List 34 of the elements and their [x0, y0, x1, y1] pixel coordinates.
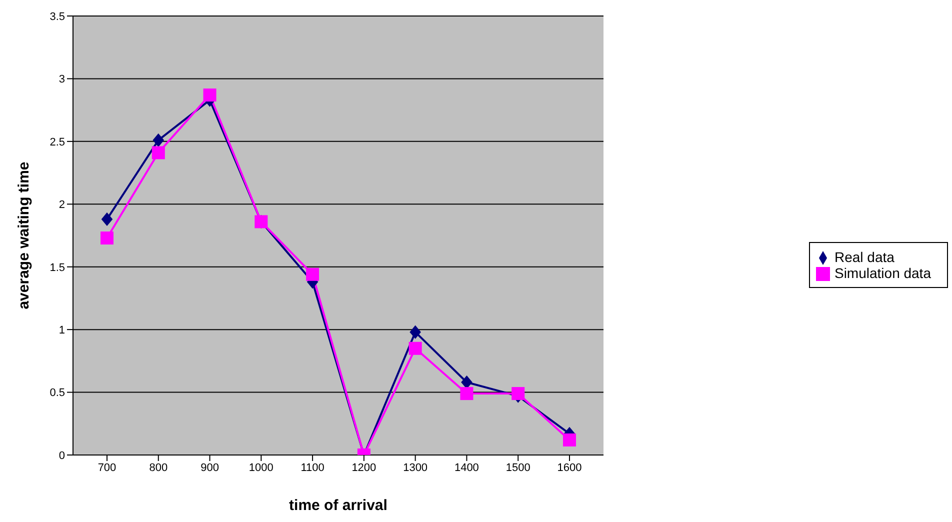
legend-label: Simulation data: [834, 265, 931, 281]
y-tick-label: 0.5: [50, 387, 65, 400]
x-tick-label: 1000: [248, 462, 274, 474]
legend-label: Real data: [834, 248, 894, 265]
x-tick-label: 1200: [352, 462, 376, 474]
y-tick-label: 1: [58, 324, 65, 336]
point: [410, 326, 421, 339]
point: [102, 212, 112, 226]
x-tick-label: 800: [149, 462, 168, 474]
x-tick-label: 1500: [506, 462, 530, 474]
point: [512, 387, 525, 400]
point: [152, 134, 164, 147]
y-tick-label: 0: [58, 450, 65, 462]
point: [152, 146, 165, 160]
x-tick-label: 700: [98, 462, 116, 474]
x-axis-title: time of arrival: [289, 497, 388, 514]
point: [306, 268, 320, 281]
point: [460, 387, 474, 400]
y-tick-label: 1.5: [50, 262, 65, 274]
point: [203, 88, 216, 102]
y-tick-label: 2.5: [50, 136, 65, 148]
x-tick-label: 900: [200, 462, 219, 474]
point: [408, 342, 422, 355]
y-tick-label: 2: [58, 199, 65, 212]
x-tick-label: 1400: [454, 462, 479, 474]
y-tick-label: 3: [58, 74, 65, 86]
point: [100, 232, 114, 245]
x-tick-label: 1300: [403, 462, 428, 474]
point: [461, 376, 472, 389]
y-tick-label: 3.5: [50, 10, 65, 23]
y-axis-title: average waiting time: [15, 162, 32, 310]
x-tick-label: 1600: [557, 462, 582, 474]
x-tick-label: 1100: [300, 462, 324, 474]
point: [562, 433, 576, 446]
